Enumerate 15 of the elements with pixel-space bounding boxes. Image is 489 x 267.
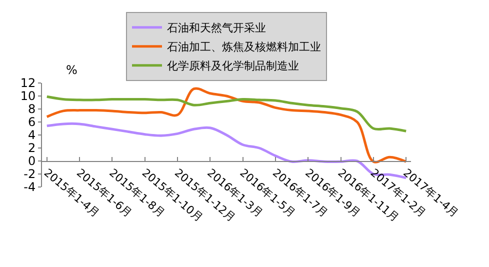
legend-label: 石油和天然气开采业: [167, 22, 266, 35]
y-tick-label: 2: [28, 141, 36, 156]
y-tick-label: 0: [28, 154, 36, 168]
y-tick-label: 12: [20, 76, 36, 90]
y-tick-label: 6: [28, 115, 36, 130]
y-axis-title: %: [66, 63, 78, 77]
line-series: [46, 95, 408, 132]
y-tick-label: -4: [24, 180, 36, 194]
line-series: [46, 88, 408, 164]
y-tick-label: 8: [28, 102, 36, 116]
legend-label: 石油加工、炼焦及核燃料加工业: [167, 40, 321, 54]
y-tick-label: 10: [20, 89, 36, 104]
y-tick-label: -2: [24, 167, 36, 182]
legend-label: 化学原料及化学制品制造业: [167, 60, 299, 73]
y-tick-label: 4: [28, 128, 36, 142]
